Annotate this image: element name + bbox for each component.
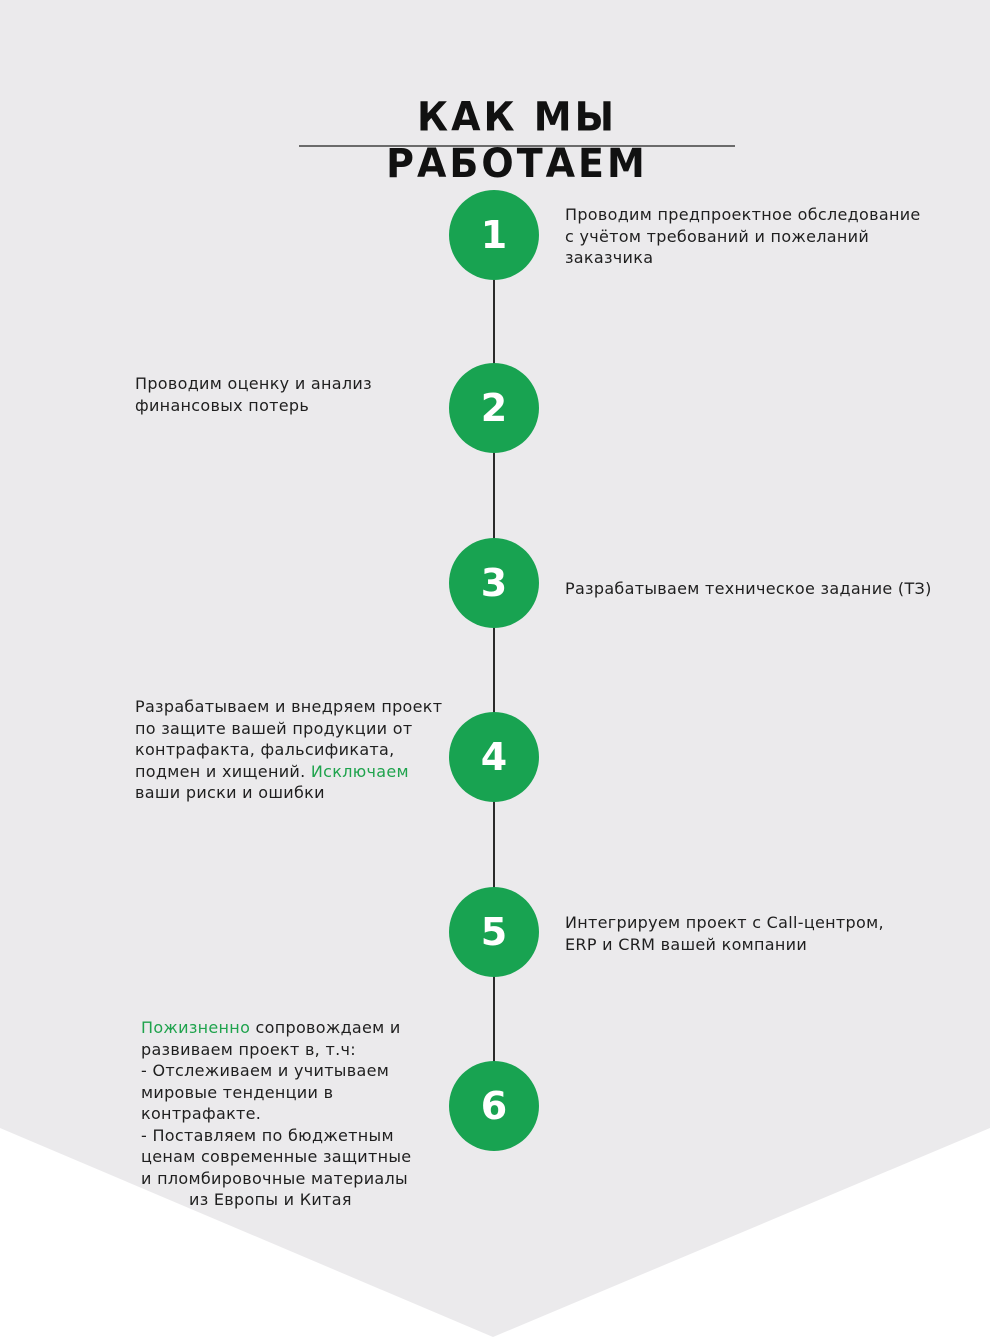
step-1-line: заказчика [565, 248, 654, 267]
step-6-line: мировые тенденции в [141, 1082, 334, 1102]
step-1-line: Проводим предпроектное обследование [565, 205, 921, 224]
step-6-line: ценам современные защитные [141, 1147, 412, 1166]
step-3-number: 3 [480, 561, 508, 605]
title-underline [299, 145, 735, 147]
step-6-line: развиваем проект в, т.ч: [141, 1039, 356, 1059]
step-4-number: 4 [480, 735, 508, 779]
step-5-text: Интегрируем проект с Call-центром, ERP и… [565, 912, 884, 955]
step-3-circle: 3 [449, 538, 539, 628]
step-2-circle: 2 [449, 363, 539, 453]
page-title: Как мы работаем [386, 93, 648, 187]
step-2-line: финансовых потерь [135, 395, 310, 415]
step-6-line: и пломбировочные материалы [141, 1168, 408, 1188]
step-4-accent-word: Исключаем [310, 761, 409, 781]
step-4-text: Разрабатываем и внедряем проект по защит… [135, 696, 442, 804]
step-4-line: контрафакта, фальсификата, [135, 740, 395, 759]
step-1-line: с учётом требований и пожеланий [565, 226, 870, 246]
step-2-text: Проводим оценку и анализ финансовых поте… [135, 373, 372, 416]
step-6-number: 6 [480, 1084, 508, 1128]
step-4-line-prefix: подмен и хищений. [135, 761, 311, 781]
step-5-circle: 5 [449, 887, 539, 977]
timeline-line [493, 234, 495, 1106]
step-1-number: 1 [480, 213, 508, 257]
step-4-line: подмен и хищений. Исключаем [135, 761, 442, 783]
step-1-text: Проводим предпроектное обследование с уч… [565, 204, 921, 269]
step-6-text: Пожизненно сопровождаем и развиваем прое… [141, 1017, 411, 1211]
step-5-line: ERP и CRM вашей компании [565, 934, 808, 954]
step-5-number: 5 [480, 910, 508, 954]
step-4-line: Разрабатываем и внедряем проект [135, 697, 443, 716]
step-3-text: Разрабатываем техническое задание (ТЗ) [565, 578, 932, 600]
step-3-line: Разрабатываем техническое задание (ТЗ) [565, 579, 932, 598]
step-4-line: по защите вашей продукции от [135, 718, 413, 738]
step-6-line: - Отслеживаем и учитываем [141, 1061, 390, 1080]
step-6-line: Пожизненно сопровождаем и [141, 1017, 411, 1039]
step-6-line: из Европы и Китая [189, 1190, 352, 1209]
step-6-accent-word: Пожизненно [141, 1018, 251, 1037]
step-6-circle: 6 [449, 1061, 539, 1151]
step-4-line: ваши риски и ошибки [135, 783, 325, 802]
step-5-line: Интегрируем проект с Call-центром, [565, 913, 884, 932]
step-6-line: контрафакте. [141, 1104, 262, 1123]
step-1-circle: 1 [449, 190, 539, 280]
step-2-number: 2 [480, 386, 508, 430]
step-6-line-rest: сопровождаем и [250, 1018, 401, 1037]
step-6-line: - Поставляем по бюджетным [141, 1125, 394, 1145]
step-2-line: Проводим оценку и анализ [135, 374, 372, 393]
step-4-circle: 4 [449, 712, 539, 802]
